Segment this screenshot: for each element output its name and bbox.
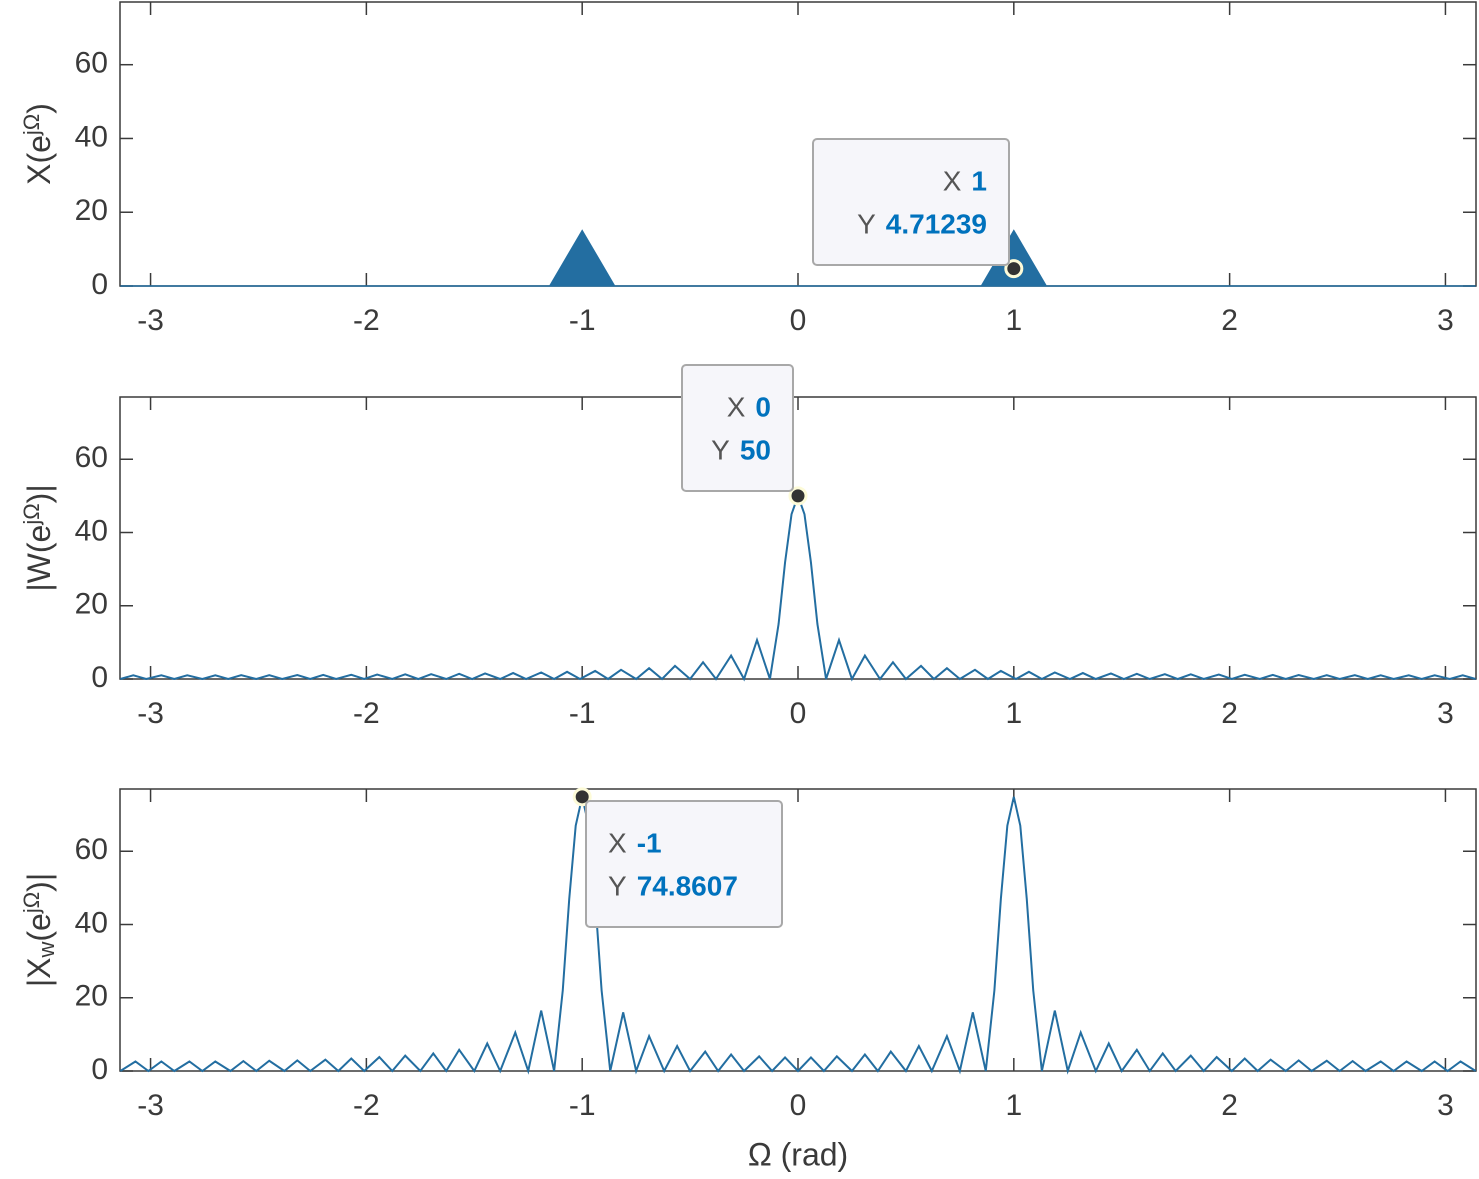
datatip-box [585, 800, 783, 928]
datatip-value: 4.71239 [886, 208, 987, 239]
datatip-label: Y [711, 434, 730, 465]
y-axis-label-part: )| [21, 873, 57, 892]
x-tick-label: -3 [137, 304, 164, 337]
x-tick-label: -1 [569, 697, 596, 730]
axes-box [119, 788, 1477, 1072]
y-tick-label: 40 [75, 514, 108, 547]
x-tick-label: -1 [569, 304, 596, 337]
datatip-marker [572, 787, 592, 807]
datatip-value: 50 [740, 434, 771, 465]
x-axis-label: Ω (rad) [748, 1136, 848, 1172]
datatip-label: X [727, 391, 746, 422]
x-tick-label: 2 [1221, 1089, 1238, 1122]
y-axis-label: |W(ejΩ)| [19, 484, 57, 591]
datatip-value: 74.8607 [637, 870, 738, 901]
y-tick-label: 60 [75, 833, 108, 866]
y-axis-label-part: |W(e [21, 525, 57, 592]
datatip-box [681, 364, 794, 492]
y-axis-label-part: jΩ [19, 503, 44, 525]
x-tick-label: 0 [790, 304, 807, 337]
x-tick-label: -2 [353, 304, 380, 337]
x-tick-label: -2 [353, 697, 380, 730]
y-tick-label: 20 [75, 980, 108, 1013]
x-tick-label: 3 [1437, 304, 1454, 337]
area [120, 229, 1476, 287]
datatip-label: X [943, 165, 962, 196]
x-tick-label: 1 [1005, 1089, 1022, 1122]
x-tick-label: -1 [569, 1089, 596, 1122]
datatip-label: Y [608, 870, 627, 901]
axes: -3 -2 -1 0 1 2 3 0 20 40 60 |Xw(ejΩ)| Ω (rad) X -1 Y 74.… [19, 787, 1477, 1172]
line [119, 796, 1477, 1075]
y-tick-label: 0 [91, 661, 108, 694]
y-axis-label-part: ) [21, 103, 57, 114]
axes-box [119, 1, 1477, 287]
y-tick-label: 40 [75, 906, 108, 939]
x-tick-label: 2 [1221, 304, 1238, 337]
y-tick-label: 60 [75, 441, 108, 474]
x-tick-label: 3 [1437, 697, 1454, 730]
datatip-value: 0 [755, 391, 771, 422]
y-axis-label-part: )| [21, 484, 57, 503]
y-tick-label: 0 [91, 1053, 108, 1086]
y-tick-label: 0 [91, 268, 108, 301]
x-tick-label: 0 [790, 1089, 807, 1122]
x-tick-label: 0 [790, 697, 807, 730]
x-tick-label: -2 [353, 1089, 380, 1122]
y-axis-label-part: jΩ [19, 114, 44, 136]
y-axis-label: X(ejΩ) [19, 103, 57, 185]
datatip-label: Y [857, 208, 876, 239]
datatip-marker [1004, 259, 1024, 279]
x-tick-label: 2 [1221, 697, 1238, 730]
datatip-label: X [608, 827, 627, 858]
datatip-value: -1 [637, 827, 662, 858]
datatip-value: 1 [971, 165, 987, 196]
x-tick-label: -3 [137, 1089, 164, 1122]
datatip-box [812, 138, 1010, 266]
x-tick-label: -3 [137, 697, 164, 730]
x-tick-label: 1 [1005, 304, 1022, 337]
y-tick-label: 20 [75, 588, 108, 621]
y-axis-label-part: X(e [21, 135, 57, 185]
x-tick-label: 1 [1005, 697, 1022, 730]
y-axis-label: |Xw(ejΩ)| [19, 873, 59, 987]
y-axis-label-part: (e [21, 913, 57, 941]
y-tick-label: 40 [75, 120, 108, 153]
datatip-marker [788, 486, 808, 506]
y-axis-label-part: |X [21, 958, 57, 988]
axes-box [119, 396, 1477, 680]
y-tick-label: 20 [75, 194, 108, 227]
y-tick-label: 60 [75, 47, 108, 80]
y-axis-label-part: jΩ [19, 892, 44, 914]
x-tick-label: 3 [1437, 1089, 1454, 1122]
y-axis-label-part: w [34, 942, 59, 959]
